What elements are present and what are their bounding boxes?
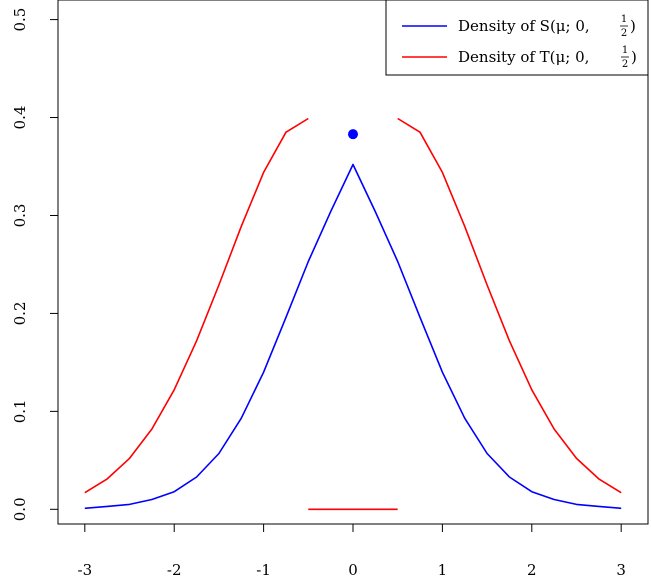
legend-red-frac-den: 2 bbox=[622, 59, 628, 70]
y-tick-label: 0.3 bbox=[11, 204, 29, 228]
series-line-t-density-segment-0 bbox=[84, 117, 309, 494]
series-line-t-density-segment-1 bbox=[397, 117, 622, 494]
y-tick-label: 0.1 bbox=[11, 399, 29, 423]
legend-red-close: ) bbox=[631, 48, 637, 66]
legend-label-red: Density of T(μ; 0, bbox=[458, 48, 589, 66]
plot-area bbox=[84, 117, 622, 511]
legend-blue-frac-num: 1 bbox=[621, 14, 627, 25]
legend-red-main: Density of T(μ; 0, bbox=[458, 48, 589, 66]
legend: Density of S(μ; 0, 1 2 ) Density of T(μ;… bbox=[385, 0, 649, 76]
series-point-s-mode bbox=[348, 129, 358, 140]
y-tick-label: 0.2 bbox=[11, 301, 29, 325]
x-axis: -3 -2 -1 0 1 2 3 bbox=[78, 523, 626, 579]
legend-blue-main: Density of S(μ; 0, bbox=[458, 17, 590, 35]
y-tick-label: 0.4 bbox=[11, 106, 29, 130]
y-tick-label: 0.5 bbox=[11, 8, 29, 32]
x-tick-label: -3 bbox=[78, 561, 93, 579]
x-tick-label: -2 bbox=[167, 561, 182, 579]
legend-blue-close: ) bbox=[630, 17, 636, 35]
legend-box bbox=[385, 0, 649, 76]
x-tick-label: 0 bbox=[348, 561, 358, 579]
y-tick-label: 0.0 bbox=[11, 497, 29, 521]
y-axis: 0.0 0.1 0.2 0.3 0.4 0.5 bbox=[11, 8, 59, 521]
x-tick-label: -1 bbox=[256, 561, 271, 579]
x-tick-label: 2 bbox=[527, 561, 537, 579]
x-tick-label: 3 bbox=[616, 561, 626, 579]
legend-blue-frac-den: 2 bbox=[621, 28, 627, 39]
legend-label-blue: Density of S(μ; 0, bbox=[458, 17, 590, 35]
legend-red-frac-num: 1 bbox=[622, 45, 628, 56]
x-tick-label: 1 bbox=[438, 561, 448, 579]
plot-frame bbox=[57, 0, 649, 525]
series-line-s-density bbox=[84, 163, 622, 510]
